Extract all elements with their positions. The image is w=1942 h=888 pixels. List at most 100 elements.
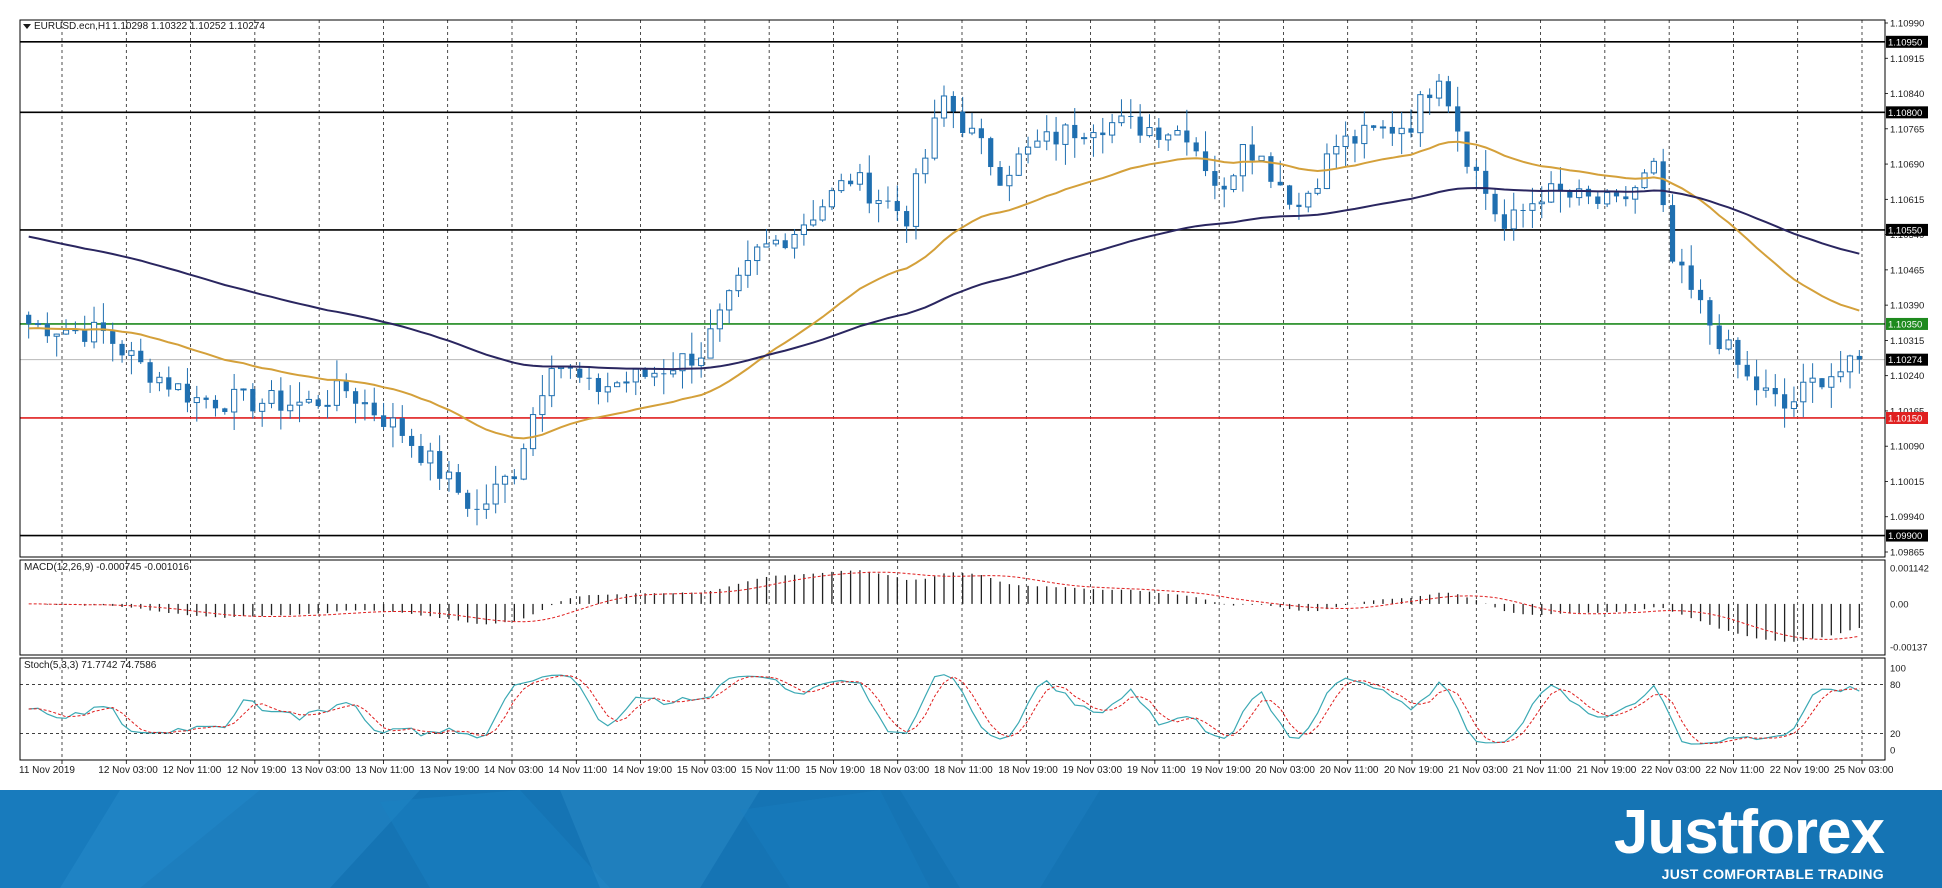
candle-bear <box>1389 126 1395 134</box>
time-tick-label: 20 Nov 11:00 <box>1320 765 1379 776</box>
candle-bull <box>1258 155 1265 162</box>
time-tick-label: 21 Nov 19:00 <box>1577 765 1637 776</box>
candle-bull <box>968 127 976 134</box>
candle-bull <box>707 328 714 359</box>
level-price-text: 1.10274 <box>1888 355 1922 366</box>
time-tick-label: 13 Nov 19:00 <box>420 765 480 776</box>
candle-bull <box>1762 387 1770 391</box>
candle-bear <box>586 377 592 379</box>
candle-bull <box>156 376 163 384</box>
candle-bull <box>922 157 929 175</box>
candle-bull <box>1538 201 1545 205</box>
candle-bull <box>744 260 751 276</box>
time-tick-label: 12 Nov 03:00 <box>98 765 158 776</box>
candle-bear <box>474 508 480 510</box>
price-tick-label: 1.10465 <box>1890 265 1924 276</box>
candle-bull <box>1510 209 1517 230</box>
time-tick-label: 19 Nov 03:00 <box>1063 765 1123 776</box>
candle-bear <box>1595 196 1601 204</box>
candle-bull <box>240 388 247 391</box>
candle-bear <box>399 417 405 436</box>
macd-pane[interactable]: 0.001142 0.00 -0.00137 <box>28 560 1929 655</box>
collapse-triangle-icon[interactable] <box>23 24 31 29</box>
macd-axis-label: -0.00137 <box>1890 643 1928 654</box>
banner-pattern <box>0 790 1100 888</box>
candle-bear <box>1735 339 1741 365</box>
candle-bull <box>1725 339 1732 350</box>
candle-bull <box>716 309 723 330</box>
candle-bull <box>1828 376 1835 388</box>
macd-axis-label: 0.001142 <box>1890 564 1929 575</box>
time-tick-label: 22 Nov 19:00 <box>1770 765 1830 776</box>
candle-bull <box>940 95 948 119</box>
candle-bull <box>175 383 182 391</box>
candle-bear <box>1053 131 1059 145</box>
price-tick-label: 1.10315 <box>1890 336 1924 347</box>
candle-bear <box>885 200 891 202</box>
candle-bear <box>250 388 256 412</box>
time-tick-label: 18 Nov 03:00 <box>870 765 930 776</box>
candle-bull <box>1800 381 1807 403</box>
candle-bear <box>44 323 50 337</box>
price-tick-label: 1.09940 <box>1890 512 1924 523</box>
candle-bull <box>810 219 817 226</box>
candle-bear <box>950 95 956 112</box>
candle-bear <box>782 240 788 249</box>
candle-bear <box>147 362 153 383</box>
candle-bull <box>1043 131 1050 142</box>
candle-bull <box>763 243 770 248</box>
candle-bear <box>465 492 471 509</box>
candle-bear <box>418 445 424 463</box>
candle-bear <box>960 111 966 134</box>
candle-bull <box>1641 172 1648 189</box>
candle-bear <box>1557 183 1564 192</box>
candle-bull <box>1146 127 1153 137</box>
time-tick-label: 12 Nov 11:00 <box>163 765 222 776</box>
candle-bull <box>772 239 779 245</box>
candle-bear <box>1669 205 1676 262</box>
candle-bull <box>735 274 742 292</box>
time-tick-label: 14 Nov 11:00 <box>548 765 607 776</box>
candle-bull <box>1435 80 1443 99</box>
candle-bear <box>1371 125 1377 128</box>
candle-bull <box>1379 126 1387 129</box>
price-pane-frame <box>19 19 1886 558</box>
candle-bull <box>1548 183 1555 203</box>
time-tick-label: 14 Nov 19:00 <box>613 765 673 776</box>
time-tick-label: 20 Nov 03:00 <box>1255 765 1315 776</box>
candle-bear <box>1819 378 1825 388</box>
candle-bear <box>904 211 910 227</box>
stoch-axis-label: 0 <box>1890 746 1895 757</box>
price-tick-label: 1.10090 <box>1890 442 1924 453</box>
candle-bull <box>529 414 537 450</box>
candle-bear <box>1688 265 1694 290</box>
candle-bear <box>222 408 228 412</box>
candle-bear <box>988 138 994 168</box>
candle-bear <box>577 368 583 378</box>
candle-bear <box>1623 196 1629 200</box>
candle-bull <box>324 404 331 407</box>
price-pane[interactable]: 1.10990 1.10915 1.10840 1.10765 1.10690 1.106… <box>20 19 1928 559</box>
price-tick-label: 1.10240 <box>1890 371 1924 382</box>
stoch-axis-label: 80 <box>1890 680 1901 691</box>
time-tick-label: 11 Nov 2019 <box>19 765 75 776</box>
candle-bear <box>100 322 106 332</box>
price-tick-label: 1.10165 <box>1890 406 1924 417</box>
candle-bear <box>661 373 667 375</box>
candle-bear <box>1772 387 1778 395</box>
stochastic-pane[interactable]: 100 80 20 0 <box>20 658 1906 760</box>
brand-tagline: JUST COMFORTABLE TRADING <box>1661 866 1884 882</box>
time-tick-label: 22 Nov 03:00 <box>1641 765 1701 776</box>
candle-bull <box>1062 124 1069 145</box>
candle-bull <box>632 368 639 383</box>
candle-bull <box>1398 127 1405 135</box>
chart-canvas[interactable]: 1.10990 1.10915 1.10840 1.10765 1.10690 1.106… <box>0 0 1942 790</box>
time-tick-label: 20 Nov 19:00 <box>1384 765 1444 776</box>
time-tick-label: 15 Nov 19:00 <box>805 765 865 776</box>
candle-bear <box>1277 181 1283 186</box>
candle-bear <box>1296 204 1302 207</box>
candle-bull <box>1342 135 1349 148</box>
stoch-axis-label: 100 <box>1890 664 1906 675</box>
candle-bull <box>34 323 42 326</box>
candle-bull <box>305 398 312 403</box>
